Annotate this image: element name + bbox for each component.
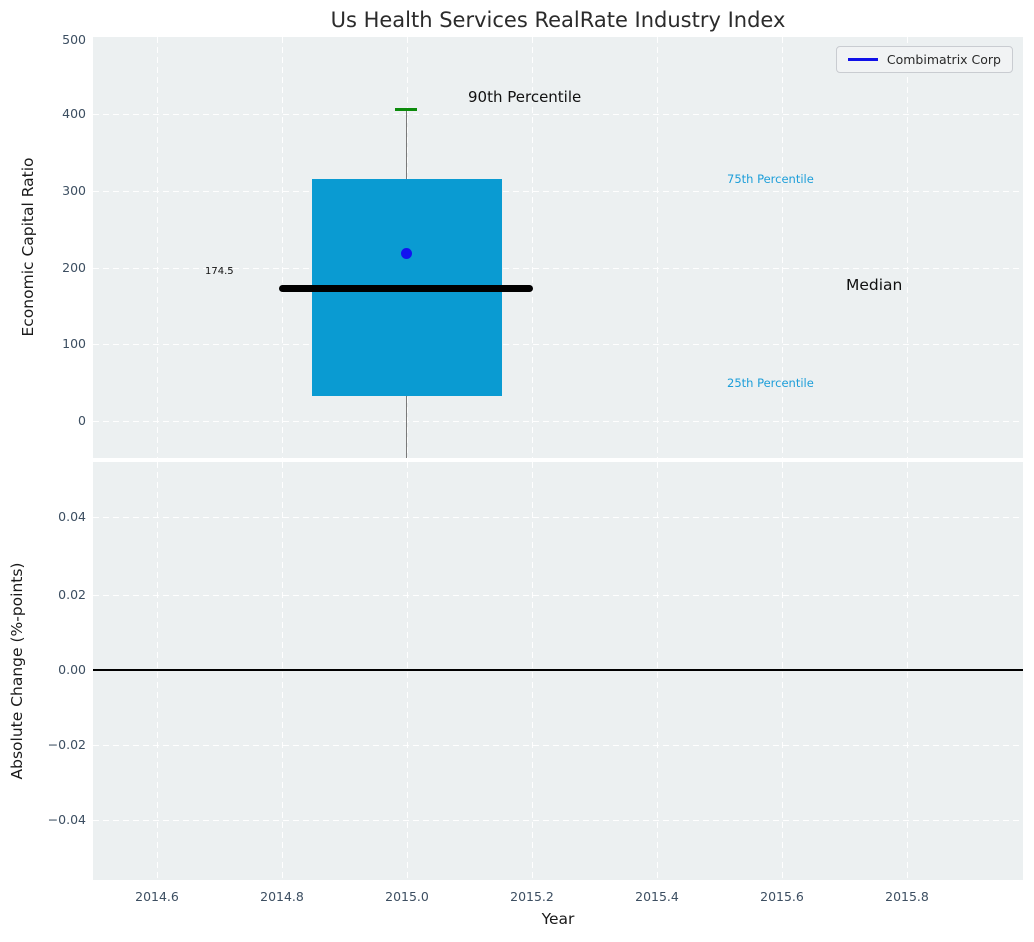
x-tick-label: 2014.6 bbox=[135, 889, 179, 904]
x-tick-label: 2015.4 bbox=[635, 889, 679, 904]
gridline-vertical bbox=[157, 37, 159, 458]
bottom-plot-area bbox=[93, 462, 1023, 880]
y-tick-label: 0.04 bbox=[58, 509, 86, 524]
x-tick-label: 2015.6 bbox=[760, 889, 804, 904]
y-tick-label: 0.02 bbox=[58, 587, 86, 602]
whisker-cap-90th-icon bbox=[395, 108, 417, 111]
x-tick-label: 2015.8 bbox=[885, 889, 929, 904]
zero-baseline bbox=[93, 669, 1023, 671]
gridline-horizontal bbox=[93, 745, 1023, 747]
gridline-horizontal bbox=[93, 344, 1023, 346]
y-tick-label: 300 bbox=[62, 183, 86, 198]
gridline-vertical bbox=[907, 37, 909, 458]
gridline-horizontal bbox=[93, 421, 1023, 423]
gridline-horizontal bbox=[93, 595, 1023, 597]
y-tick-label: 500 bbox=[62, 32, 86, 47]
gridline-vertical bbox=[282, 37, 284, 458]
gridline-horizontal bbox=[93, 191, 1023, 193]
legend: Combimatrix Corp bbox=[835, 46, 1013, 73]
annotation-median: Median bbox=[846, 276, 903, 294]
y-tick-label: −0.04 bbox=[47, 812, 86, 827]
y-tick-label: 0.00 bbox=[58, 662, 86, 677]
gridline-vertical bbox=[532, 37, 534, 458]
annotation-90th-percentile: 90th Percentile bbox=[468, 88, 582, 106]
x-axis-label: Year bbox=[541, 910, 575, 928]
legend-line-icon bbox=[847, 58, 878, 61]
gridline-horizontal bbox=[93, 268, 1023, 270]
company-data-point bbox=[401, 248, 412, 259]
y-tick-label: −0.02 bbox=[47, 737, 86, 752]
legend-label: Combimatrix Corp bbox=[886, 52, 1001, 67]
gridline-horizontal bbox=[93, 820, 1023, 822]
gridline-horizontal bbox=[93, 517, 1023, 519]
x-tick-label: 2015.0 bbox=[385, 889, 429, 904]
y-tick-label: 200 bbox=[62, 260, 86, 275]
chart-title: Us Health Services RealRate Industry Ind… bbox=[330, 8, 786, 32]
annotation-25th-percentile: 25th Percentile bbox=[727, 376, 814, 390]
y-tick-label: 400 bbox=[62, 106, 86, 121]
x-tick-label: 2014.8 bbox=[260, 889, 304, 904]
gridline-vertical bbox=[782, 37, 784, 458]
gridline-horizontal bbox=[93, 114, 1023, 116]
x-tick-label: 2015.2 bbox=[510, 889, 554, 904]
y-tick-label: 100 bbox=[62, 336, 86, 351]
median-line bbox=[279, 285, 533, 292]
y-axis-label-top: Economic Capital Ratio bbox=[19, 157, 37, 337]
top-plot-area: 174.5 90th Percentile 75th Percentile Me… bbox=[93, 37, 1023, 458]
gridline-vertical bbox=[657, 37, 659, 458]
y-tick-label: 0 bbox=[78, 413, 86, 428]
annotation-75th-percentile: 75th Percentile bbox=[727, 172, 814, 186]
median-value-label: 174.5 bbox=[205, 266, 234, 277]
y-axis-label-bottom: Absolute Change (%-points) bbox=[8, 562, 26, 780]
